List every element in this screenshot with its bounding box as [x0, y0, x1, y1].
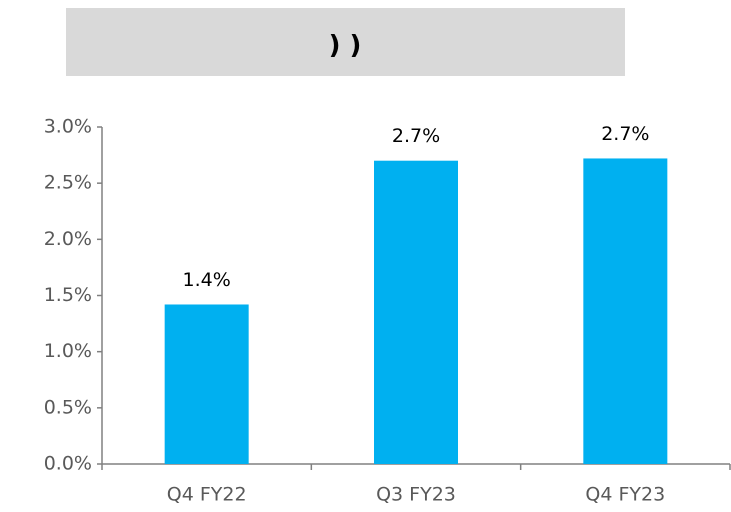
- y-tick-label: 3.0%: [44, 116, 92, 138]
- bar: [374, 160, 458, 464]
- value-label: 1.4%: [183, 269, 231, 291]
- bar: [164, 304, 249, 464]
- chart-title: ) ): [329, 31, 362, 61]
- title-box: [66, 8, 625, 76]
- y-tick-label: 0.5%: [44, 396, 92, 418]
- y-tick-label: 0.0%: [44, 453, 92, 475]
- y-tick-label: 2.0%: [44, 228, 92, 250]
- x-tick-label: Q4 FY23: [585, 484, 665, 506]
- x-tick-label: Q3 FY23: [376, 484, 456, 506]
- x-tick-label: Q4 FY22: [167, 484, 247, 506]
- value-label: 2.7%: [601, 123, 649, 145]
- y-tick-label: 2.5%: [44, 172, 92, 194]
- y-tick-label: 1.0%: [44, 340, 92, 362]
- value-label: 2.7%: [392, 125, 440, 147]
- bar: [583, 158, 668, 464]
- y-tick-label: 1.5%: [44, 284, 92, 306]
